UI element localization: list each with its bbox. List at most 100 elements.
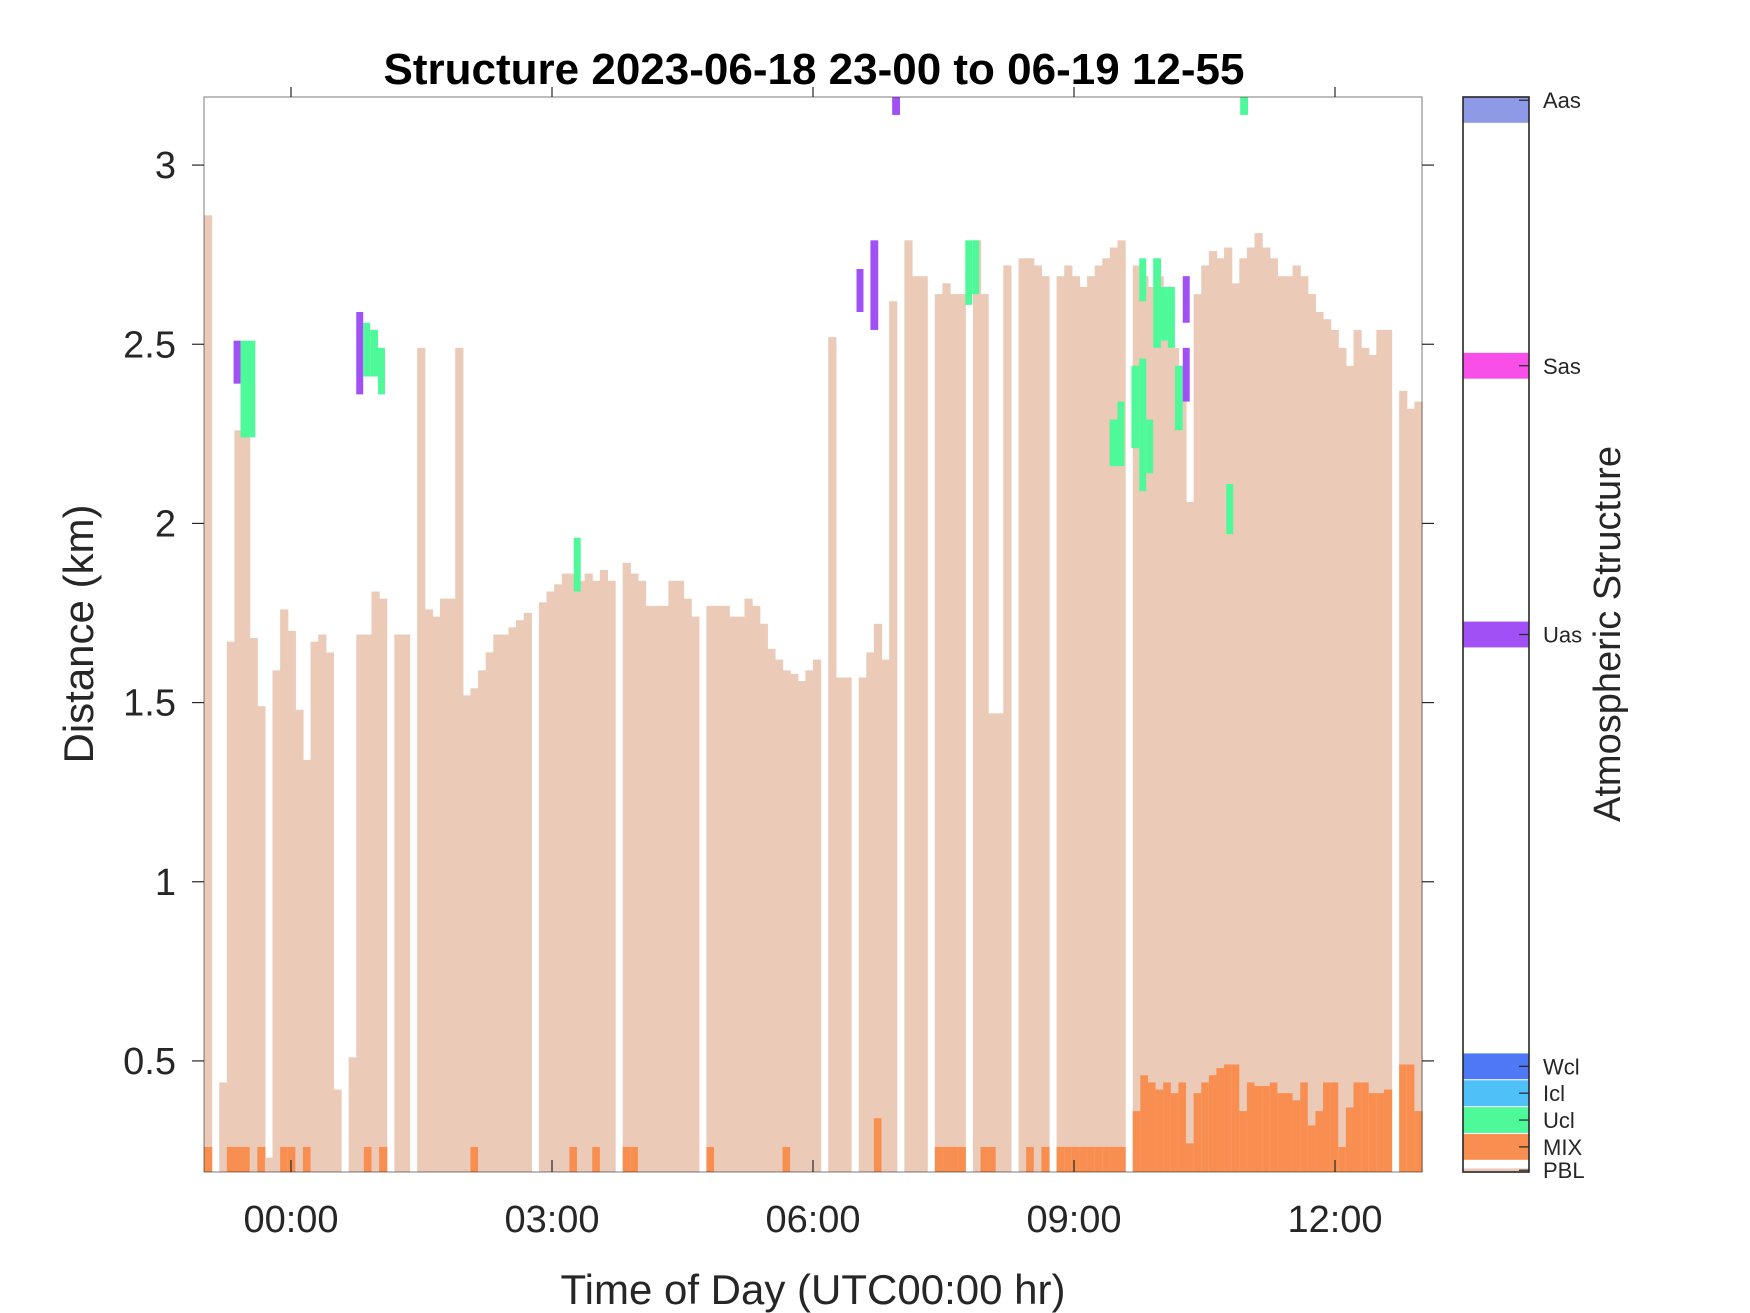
pbl-cell xyxy=(714,605,723,1172)
x-tick-label: 03:00 xyxy=(504,1199,599,1241)
pbl-cell xyxy=(904,240,913,1173)
pbl-cell xyxy=(242,426,251,1173)
pbl-cell xyxy=(500,634,510,1172)
plot-area: 00:00 03:00 06:00 09:00 12:00 0.5 1 1.5 2 2.5 3 xyxy=(123,87,1434,1241)
pbl-cell xyxy=(493,634,502,1172)
pbl-cell xyxy=(1330,329,1339,1173)
pbl-cell xyxy=(790,673,799,1172)
feature-ucl-cell xyxy=(1167,286,1175,348)
mix-cell xyxy=(1269,1082,1278,1172)
feature-uas-cell xyxy=(892,97,900,115)
pbl-cell xyxy=(302,759,312,1172)
chart-title: Structure 2023-06-18 23-00 to 06-19 12-5… xyxy=(384,45,1245,94)
cloud-aerosol-features xyxy=(233,97,1248,592)
pbl-cell xyxy=(325,652,335,1172)
pbl-cell xyxy=(759,623,768,1172)
mix-cell xyxy=(1094,1146,1103,1172)
x-axis-label: Time of Day (UTC00:00 hr) xyxy=(561,1266,1066,1313)
pbl-cell xyxy=(1117,240,1126,1173)
pbl-cell xyxy=(653,605,662,1172)
mix-cell xyxy=(1071,1146,1081,1172)
pbl-cell xyxy=(249,638,258,1172)
mix-cell xyxy=(706,1146,715,1172)
mix-cell xyxy=(1361,1082,1370,1172)
feature-ucl-cell xyxy=(1161,286,1168,341)
colorbar-segment-sas xyxy=(1463,352,1529,379)
pbl-cell xyxy=(744,598,753,1172)
pbl-cell xyxy=(957,294,966,1172)
colorbar-title: Atmospheric Structure xyxy=(1587,446,1629,822)
feature-uas-cell xyxy=(1182,276,1190,323)
pbl-cell xyxy=(919,276,928,1173)
pbl-cell xyxy=(219,1082,228,1172)
feature-ucl-cell xyxy=(1153,258,1161,348)
pbl-cell xyxy=(828,337,837,1172)
pbl-cell xyxy=(1353,329,1362,1173)
pbl-cell xyxy=(348,1057,357,1172)
mix-cell xyxy=(957,1146,966,1172)
x-tick-label: 12:00 xyxy=(1287,1199,1382,1241)
pbl-cell xyxy=(1338,347,1347,1172)
pbl-cell xyxy=(272,670,281,1172)
mix-cell xyxy=(1277,1093,1286,1172)
pbl-cell xyxy=(675,580,685,1172)
mix-cell xyxy=(934,1146,944,1172)
mix-cell xyxy=(873,1118,883,1172)
pbl-cell xyxy=(1368,355,1377,1172)
pbl-cell xyxy=(1284,276,1294,1173)
mix-cell xyxy=(988,1146,997,1172)
pbl-cell xyxy=(1170,347,1179,1172)
pbl-cell xyxy=(645,605,654,1172)
mix-cell xyxy=(1315,1111,1324,1172)
colorbar-label-uas: Uas xyxy=(1543,623,1582,648)
pbl-cell xyxy=(950,294,959,1172)
feature-uas-cell xyxy=(856,269,864,312)
pbl-cell xyxy=(264,1157,274,1172)
pbl-cell xyxy=(736,616,746,1172)
mix-cell xyxy=(470,1146,479,1172)
colorbar-segment-pbl xyxy=(1463,1168,1529,1172)
mix-cell xyxy=(226,1146,236,1172)
pbl-cell xyxy=(889,301,898,1172)
mix-cell xyxy=(1224,1064,1233,1172)
mix-cell xyxy=(1254,1086,1263,1172)
mix-cell xyxy=(1208,1075,1218,1172)
feature-uas-cell xyxy=(356,312,364,395)
mix-cell xyxy=(1170,1093,1179,1172)
pbl-cell xyxy=(417,347,426,1172)
pbl-cell xyxy=(805,670,814,1172)
pbl-cell xyxy=(1406,408,1415,1172)
mix-cell xyxy=(592,1146,601,1172)
mix-cell xyxy=(1300,1082,1309,1172)
y-tick-label: 2 xyxy=(155,503,176,545)
mix-cell xyxy=(942,1146,951,1172)
feature-ucl-cell xyxy=(1109,419,1118,467)
pbl-cell xyxy=(668,580,677,1172)
pbl-cell xyxy=(523,613,532,1172)
mix-cell xyxy=(1079,1146,1088,1172)
mix-cell xyxy=(1338,1146,1347,1172)
mix-cell xyxy=(280,1146,289,1172)
pbl-cell xyxy=(1186,501,1195,1173)
colorbar-label-wcl: Wcl xyxy=(1543,1054,1580,1079)
mix-cell xyxy=(1064,1146,1073,1172)
pbl-cell xyxy=(401,634,411,1172)
pbl-cell xyxy=(1292,265,1301,1173)
pbl-cell xyxy=(1414,401,1423,1172)
pbl-cell xyxy=(1087,276,1096,1173)
pbl-cell xyxy=(1033,265,1042,1173)
pbl-cell xyxy=(538,602,548,1172)
pbl-cell xyxy=(1079,286,1088,1173)
feature-uas-cell xyxy=(870,240,879,330)
mix-cell xyxy=(287,1146,296,1172)
mix-cell xyxy=(1041,1146,1050,1172)
mix-cell xyxy=(630,1146,639,1172)
mix-cell xyxy=(379,1146,388,1172)
pbl-cell xyxy=(1140,276,1149,1173)
y-axis-label: Distance (km) xyxy=(55,504,102,763)
colorbar-segment-mix xyxy=(1463,1134,1529,1160)
pbl-cell xyxy=(1315,312,1324,1172)
mix-cell xyxy=(1178,1082,1187,1172)
y-tick-label: 3 xyxy=(155,145,176,187)
pbl-cell xyxy=(1064,265,1073,1173)
